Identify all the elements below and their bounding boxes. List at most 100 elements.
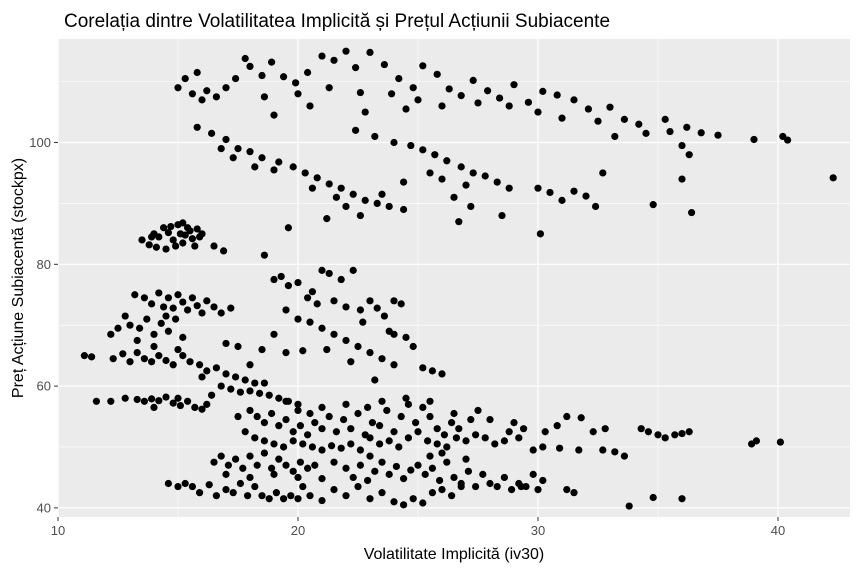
data-point — [280, 443, 288, 451]
data-point — [258, 345, 266, 354]
data-point — [337, 275, 345, 284]
data-point — [164, 479, 172, 488]
data-point — [88, 353, 96, 361]
data-point — [299, 440, 307, 448]
data-point — [325, 412, 333, 421]
data-point — [366, 48, 374, 56]
data-point — [448, 492, 456, 500]
data-point — [563, 485, 571, 494]
data-point — [388, 90, 396, 98]
data-point — [229, 489, 237, 497]
data-point — [232, 74, 240, 83]
data-point — [505, 428, 513, 436]
data-point — [184, 397, 192, 405]
plot-panel — [58, 39, 850, 517]
data-point — [136, 324, 144, 332]
data-point — [275, 422, 283, 430]
data-point — [304, 431, 312, 439]
data-point — [260, 251, 268, 259]
data-point — [284, 224, 292, 232]
data-point — [678, 429, 686, 438]
data-point — [169, 399, 177, 407]
data-point — [148, 358, 156, 366]
data-point — [174, 482, 182, 491]
data-point — [594, 117, 602, 125]
data-point — [208, 391, 216, 399]
data-point — [385, 470, 393, 478]
data-point — [688, 208, 696, 217]
data-point — [438, 370, 446, 378]
data-point — [649, 493, 657, 502]
data-point — [234, 145, 242, 153]
data-point — [121, 312, 129, 320]
data-point — [275, 455, 283, 463]
data-point — [188, 482, 196, 491]
data-point — [378, 458, 386, 466]
data-point — [196, 489, 204, 497]
data-point — [241, 376, 249, 384]
data-point — [299, 347, 307, 355]
data-point — [546, 188, 554, 197]
data-point — [155, 289, 163, 297]
data-point — [210, 458, 218, 466]
x-tick-label: 10 — [51, 523, 65, 538]
data-point — [376, 422, 384, 430]
y-axis-title: Preț Acțiune Subiacentă (stockpx) — [10, 158, 27, 398]
data-point — [164, 327, 172, 335]
data-point — [426, 412, 434, 421]
data-point — [210, 303, 218, 311]
data-point — [380, 60, 388, 69]
data-point — [383, 406, 391, 415]
data-point — [553, 422, 561, 430]
data-point — [644, 428, 653, 436]
data-point — [469, 76, 477, 85]
data-point — [330, 458, 338, 466]
data-point — [145, 241, 153, 249]
data-point — [311, 461, 319, 469]
data-point — [174, 345, 182, 354]
data-point — [148, 395, 156, 403]
data-point — [364, 403, 372, 411]
data-point — [400, 205, 408, 214]
data-point — [505, 184, 513, 192]
data-point — [414, 428, 422, 436]
data-point — [438, 102, 446, 110]
data-point — [407, 466, 415, 474]
data-point — [536, 230, 545, 238]
data-point — [227, 385, 235, 393]
data-point — [251, 434, 259, 442]
data-point — [282, 461, 290, 469]
data-point — [198, 96, 206, 104]
data-point — [270, 111, 278, 119]
data-point — [450, 473, 458, 482]
data-point — [784, 136, 792, 144]
data-point — [395, 443, 403, 451]
data-point — [236, 388, 244, 396]
data-point — [390, 297, 398, 305]
data-point — [474, 99, 482, 107]
data-point — [678, 141, 686, 150]
data-point — [577, 414, 585, 422]
data-point — [469, 169, 477, 177]
data-point — [193, 123, 201, 131]
y-tick-label: 80 — [37, 257, 51, 272]
data-point — [479, 470, 487, 478]
data-point — [524, 98, 533, 106]
data-point — [311, 419, 319, 427]
data-point — [198, 230, 206, 238]
data-point — [539, 87, 547, 95]
data-point — [246, 62, 254, 71]
data-point — [467, 415, 475, 424]
x-axis-ticks: 10 20 30 40 — [51, 517, 785, 538]
data-point — [306, 492, 314, 500]
data-point — [222, 84, 230, 92]
data-point — [419, 62, 427, 70]
data-point — [109, 355, 117, 363]
data-point — [361, 108, 369, 116]
data-point — [493, 178, 501, 186]
data-point — [253, 412, 261, 421]
data-point — [203, 400, 211, 408]
data-point — [232, 455, 240, 463]
data-point — [140, 294, 148, 302]
data-point — [330, 485, 338, 494]
